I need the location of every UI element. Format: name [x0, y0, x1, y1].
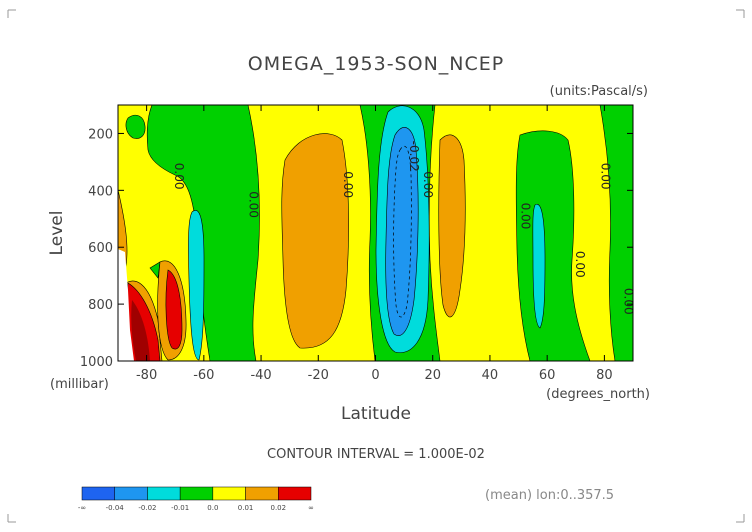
cyan-region-south [188, 210, 205, 361]
colorbar-label: 0.01 [238, 504, 254, 512]
colorbar-bin [114, 486, 148, 501]
y-axis-label: Level [47, 211, 67, 256]
contour-label: 0.00 [247, 191, 261, 218]
page-corner-marks [7, 9, 745, 523]
x-axis: -80 -60 -40 -20 0 20 40 60 80 [136, 105, 613, 383]
colorbar-bin [147, 486, 181, 501]
orange-region-north [438, 134, 466, 318]
x-tick-label: 0 [371, 368, 379, 383]
colorbar-bin [278, 486, 312, 501]
colorbar-label: 0.0 [207, 504, 218, 512]
colorbar-label: -∞ [78, 504, 86, 512]
y-tick-label: 1000 [80, 355, 113, 370]
x-axis-label: Latitude [341, 404, 411, 424]
contour-interval: CONTOUR INTERVAL = 1.000E-02 [267, 447, 485, 462]
contour-label: 0.00 [573, 251, 587, 278]
x-tick-label: -80 [136, 368, 157, 383]
contour-label: 0.00 [341, 171, 355, 198]
colorbar-label: 0.02 [270, 504, 286, 512]
contour-label: 0.00 [518, 203, 532, 230]
x-tick-label: 80 [596, 368, 613, 383]
contour-label: -0.02 [407, 141, 421, 172]
colorbar-label: -0.01 [171, 504, 189, 512]
colorbar-label: -0.02 [138, 504, 156, 512]
x-tick-label: -40 [250, 368, 271, 383]
x-tick-label: 40 [482, 368, 499, 383]
contour-label: 0.00 [172, 163, 186, 190]
y-tick-label: 200 [88, 127, 113, 142]
colorbar-label: -0.04 [106, 504, 125, 512]
white-missing-patch [118, 249, 134, 361]
colorbar-bin [212, 486, 246, 501]
green-region-d [599, 105, 633, 361]
dark-red-core [131, 300, 150, 361]
plot-area [118, 105, 633, 361]
contour-label: 0.00 [599, 163, 613, 190]
mean-annotation: (mean) lon:0..357.5 [485, 488, 614, 503]
cyan-region-north [532, 203, 546, 329]
chart-title: OMEGA_1953-SON_NCEP [248, 53, 504, 75]
y-tick-label: 800 [88, 298, 113, 313]
x-axis-unit: (degrees_north) [546, 387, 650, 402]
contour-label: 0.00 [621, 288, 635, 315]
colorbar: -∞ -0.04 -0.02 -0.01 0.0 0.01 0.02 ∞ [78, 486, 314, 512]
contour-label: 0.00 [421, 171, 435, 198]
colorbar-bin [245, 486, 279, 501]
y-axis-unit: (millibar) [50, 377, 109, 392]
negative-dashed-contour [393, 145, 412, 318]
contour-labels: 0.000.000.00-0.020.000.000.000.000.00 [172, 141, 635, 315]
green-region-e [125, 114, 146, 139]
colorbar-bin [179, 486, 214, 501]
x-tick-label: 20 [424, 368, 441, 383]
colorbar-bin [81, 486, 115, 501]
y-tick-label: 400 [88, 184, 113, 199]
orange-region-south [281, 133, 349, 349]
blue-region-equatorial [385, 127, 419, 336]
chart-units: (units:Pascal/s) [550, 84, 648, 99]
x-tick-label: -20 [308, 368, 329, 383]
y-axis: 200 400 600 800 1000 [80, 127, 633, 370]
x-tick-label: -60 [193, 368, 214, 383]
y-tick-label: 600 [88, 241, 113, 256]
colorbar-label: ∞ [308, 504, 314, 512]
x-tick-label: 60 [539, 368, 556, 383]
